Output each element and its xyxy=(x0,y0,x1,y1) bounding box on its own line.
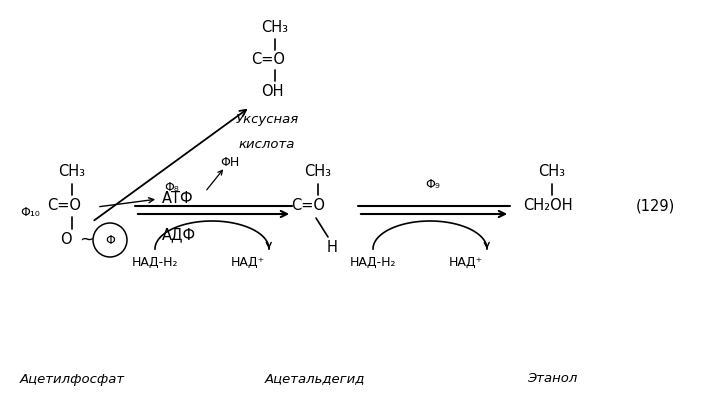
Text: CH₂OH: CH₂OH xyxy=(523,198,573,214)
Text: CH₃: CH₃ xyxy=(538,164,565,179)
Text: H: H xyxy=(327,239,337,254)
Text: Этанол: Этанол xyxy=(527,372,577,385)
Text: АДФ: АДФ xyxy=(162,228,196,243)
Text: кислота: кислота xyxy=(239,138,295,151)
Text: НАД⁺: НАД⁺ xyxy=(449,256,483,269)
Text: CH₃: CH₃ xyxy=(58,164,85,179)
Text: CH₃: CH₃ xyxy=(305,164,332,179)
Text: Φ₉: Φ₉ xyxy=(426,178,441,191)
Text: НАД-Н₂: НАД-Н₂ xyxy=(132,256,178,269)
Text: АТФ: АТФ xyxy=(162,191,194,206)
Text: CH₃: CH₃ xyxy=(261,20,288,35)
Text: C=O: C=O xyxy=(47,198,81,214)
Text: Φ₁₀: Φ₁₀ xyxy=(20,206,40,219)
Text: Φ₈: Φ₈ xyxy=(164,181,179,193)
Text: O: O xyxy=(61,233,72,248)
Text: ΦН: ΦН xyxy=(221,156,240,168)
Text: Ацетилфосфат: Ацетилфосфат xyxy=(19,372,125,385)
Text: ~: ~ xyxy=(79,231,93,249)
Text: OH: OH xyxy=(261,83,283,98)
Text: Φ: Φ xyxy=(105,234,115,246)
Text: Ацетальдегид: Ацетальдегид xyxy=(265,372,365,385)
Text: C=O: C=O xyxy=(291,198,325,214)
Text: НАД-Н₂: НАД-Н₂ xyxy=(350,256,397,269)
Text: C=O: C=O xyxy=(251,53,285,68)
Text: НАД⁺: НАД⁺ xyxy=(231,256,265,269)
Text: (129): (129) xyxy=(635,198,675,214)
Text: Уксусная: Уксусная xyxy=(236,113,298,126)
